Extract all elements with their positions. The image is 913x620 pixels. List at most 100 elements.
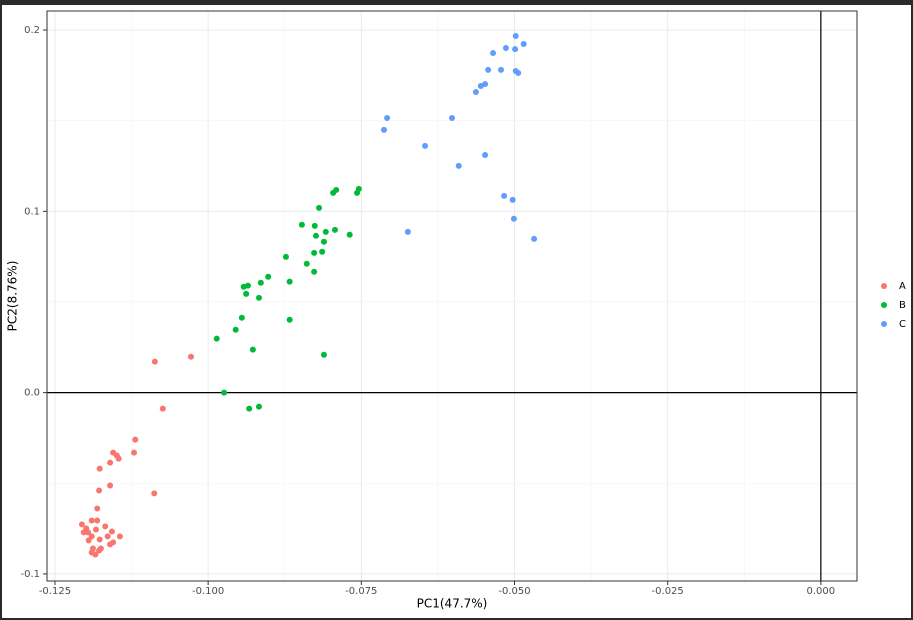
point	[107, 541, 114, 548]
point	[520, 40, 527, 47]
point	[509, 196, 516, 203]
point	[449, 114, 455, 121]
point	[485, 66, 492, 73]
point	[312, 232, 319, 239]
point	[320, 351, 327, 358]
point	[354, 189, 361, 196]
y-tick-label: 0.1	[24, 206, 40, 217]
point	[510, 215, 517, 222]
point	[96, 536, 103, 543]
point	[107, 459, 114, 466]
point	[303, 260, 310, 267]
point	[187, 353, 194, 360]
point	[490, 50, 497, 57]
x-tick-label: -0.125	[39, 586, 71, 597]
point	[94, 517, 101, 524]
point	[346, 231, 353, 238]
legend-key	[881, 283, 887, 289]
point	[422, 142, 429, 149]
point	[257, 279, 264, 286]
x-axis-title: PC1(47.7%)	[417, 597, 488, 611]
background	[2, 5, 911, 618]
point	[131, 449, 138, 456]
point	[515, 70, 522, 77]
point	[151, 358, 158, 365]
point	[380, 126, 387, 133]
point	[232, 326, 239, 333]
point	[151, 490, 158, 497]
legend-label: C	[899, 319, 906, 330]
point	[96, 547, 103, 554]
point	[116, 533, 123, 540]
x-tick-label: -0.025	[652, 586, 684, 597]
point	[88, 549, 95, 556]
point	[498, 66, 505, 73]
point	[115, 455, 122, 462]
point	[455, 162, 462, 169]
point	[316, 204, 323, 211]
point	[512, 33, 519, 40]
point	[93, 526, 100, 533]
point	[384, 114, 391, 121]
x-tick-label: 0.000	[807, 586, 836, 597]
point	[477, 83, 484, 90]
point	[132, 436, 139, 443]
point	[320, 238, 327, 245]
point	[104, 533, 111, 540]
panel-border	[46, 10, 858, 582]
point	[96, 465, 103, 472]
point	[246, 405, 253, 412]
point	[221, 389, 228, 396]
point	[213, 335, 220, 342]
point	[85, 537, 92, 544]
y-tick-label: 0.0	[24, 388, 40, 399]
point	[322, 228, 329, 235]
x-tick-label: -0.100	[192, 586, 224, 597]
point	[482, 151, 489, 158]
point	[286, 316, 293, 323]
point	[240, 283, 247, 290]
point	[88, 517, 95, 524]
point	[330, 189, 337, 196]
x-tick-label: -0.075	[345, 586, 377, 597]
point	[311, 268, 318, 275]
point	[80, 529, 87, 536]
y-tick-label: -0.1	[20, 569, 40, 580]
point	[94, 505, 101, 512]
point	[255, 403, 262, 410]
point	[108, 528, 115, 535]
point	[265, 273, 272, 280]
point	[159, 405, 166, 412]
point	[298, 221, 305, 228]
point	[102, 523, 109, 530]
x-tick-label: -0.050	[498, 586, 530, 597]
point	[319, 248, 326, 255]
point	[512, 46, 519, 53]
point	[404, 228, 411, 235]
y-tick-label: 0.2	[24, 25, 40, 36]
point	[78, 521, 85, 528]
point	[249, 346, 256, 353]
legend-label: A	[899, 281, 906, 292]
point	[286, 278, 293, 285]
legend-key	[881, 321, 887, 327]
point	[85, 529, 92, 536]
y-axis-title: PC2(8.76%)	[6, 261, 20, 332]
point	[255, 294, 262, 301]
point	[243, 290, 250, 297]
point	[331, 226, 338, 233]
point	[472, 89, 479, 96]
point	[501, 192, 508, 199]
point	[107, 482, 114, 489]
legend-label: B	[899, 300, 906, 311]
point	[502, 44, 509, 51]
point	[96, 487, 103, 494]
point	[311, 249, 318, 256]
legend-key	[881, 302, 887, 308]
point	[531, 235, 538, 242]
point	[238, 314, 245, 321]
point	[282, 253, 289, 260]
point	[311, 222, 318, 229]
